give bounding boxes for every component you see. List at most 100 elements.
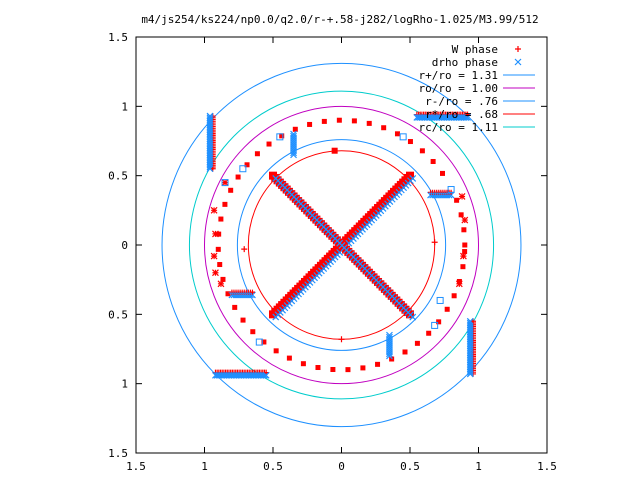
y-tick-label: 0 bbox=[121, 239, 128, 252]
circle-ro-1-11 bbox=[188, 90, 495, 400]
w-phase-point bbox=[215, 246, 221, 252]
x-tick-label: 1.5 bbox=[126, 460, 146, 473]
w-phase-point bbox=[460, 264, 466, 270]
w-phase-point bbox=[315, 365, 321, 371]
drho-phase-point bbox=[206, 165, 214, 173]
w-phase-point bbox=[300, 361, 306, 367]
drho-phase-point bbox=[399, 133, 407, 141]
drho-phase-point bbox=[262, 371, 270, 379]
w-phase-point bbox=[454, 197, 460, 203]
drho-phase-point bbox=[461, 216, 469, 224]
drho-phase-point bbox=[409, 313, 417, 321]
x-tick-label: 0.5 bbox=[263, 460, 283, 473]
w-phase-point bbox=[240, 317, 246, 323]
w-phase-point bbox=[394, 131, 400, 137]
legend-marker bbox=[514, 58, 522, 66]
w-phase-point bbox=[436, 319, 442, 325]
w-phase-point bbox=[414, 340, 420, 346]
w-phase-point bbox=[375, 361, 381, 367]
w-phase-point bbox=[462, 249, 468, 255]
w-phase-point bbox=[331, 147, 338, 154]
drho-phase-point bbox=[221, 179, 229, 187]
drho-phase-point bbox=[249, 291, 256, 299]
w-phase-point bbox=[419, 148, 425, 154]
data-points bbox=[206, 111, 477, 379]
drho-phase-point bbox=[458, 193, 466, 200]
drho-phase-point bbox=[239, 165, 247, 173]
axis-ticks: 1.5 1 0.5 0 0.5 1 1.51.510.500.511.5 bbox=[108, 31, 557, 473]
drho-phase-point bbox=[447, 191, 455, 199]
drho-phase-point bbox=[436, 296, 444, 304]
drho-phase-point bbox=[464, 114, 471, 121]
w-phase-point bbox=[292, 126, 298, 132]
drho-phase-point bbox=[217, 280, 225, 288]
w-phase-point bbox=[286, 355, 292, 361]
drho-phase-point bbox=[460, 252, 467, 260]
w-phase-point bbox=[241, 246, 248, 253]
drho-phase-point bbox=[409, 175, 417, 182]
w-phase-point bbox=[266, 141, 272, 147]
w-phase-point bbox=[254, 151, 260, 157]
w-phase-point bbox=[440, 170, 446, 176]
legend-label: r*/ro = .68 bbox=[425, 108, 498, 121]
w-phase-point bbox=[462, 242, 468, 248]
w-phase-point bbox=[338, 336, 345, 343]
drho-phase-point bbox=[290, 149, 297, 157]
legend-label: r+/ro = 1.31 bbox=[419, 69, 498, 82]
y-tick-label: 1.5 bbox=[108, 447, 128, 460]
legend-label: r-/ro = .76 bbox=[425, 95, 498, 108]
w-phase-point bbox=[279, 133, 285, 139]
y-tick-label: 0.5 bbox=[108, 308, 128, 321]
w-phase-point bbox=[458, 212, 464, 218]
drho-phase-point bbox=[212, 230, 219, 238]
legend-marker bbox=[515, 46, 521, 52]
w-phase-point bbox=[430, 158, 436, 164]
circle-ro-1 bbox=[204, 105, 479, 385]
legend-label: rc/ro = 1.11 bbox=[419, 121, 498, 134]
drho-phase-point bbox=[466, 317, 474, 325]
chart-title: m4/js254/ks224/np0.0/q2.0/r-+.58-j282/lo… bbox=[141, 13, 538, 26]
drho-phase-point bbox=[386, 333, 393, 341]
w-phase-point bbox=[366, 120, 372, 126]
y-tick-label: 1 bbox=[121, 378, 128, 391]
legend-label: ro/ro = 1.00 bbox=[419, 82, 498, 95]
legend-label: drho phase bbox=[432, 56, 498, 69]
legend-label: W phase bbox=[452, 43, 498, 56]
drho-phase-point bbox=[210, 252, 218, 260]
w-phase-point bbox=[222, 201, 228, 207]
w-phase-point bbox=[249, 289, 255, 295]
drho-phase-point bbox=[455, 280, 463, 288]
w-phase-point bbox=[351, 118, 357, 124]
reference-circles bbox=[161, 62, 522, 428]
w-phase-point bbox=[345, 367, 351, 373]
drho-phase-point bbox=[386, 331, 393, 339]
w-phase-point bbox=[444, 306, 450, 312]
w-phase-point bbox=[402, 349, 408, 355]
w-phase-point bbox=[330, 366, 336, 372]
x-tick-label: 1 bbox=[201, 460, 208, 473]
w-phase-point bbox=[220, 276, 226, 282]
w-phase-point bbox=[307, 121, 313, 127]
w-phase-point bbox=[228, 187, 234, 193]
w-phase-point bbox=[381, 125, 387, 131]
drho-phase-point bbox=[447, 186, 455, 194]
circle-ro-1-31 bbox=[161, 62, 522, 428]
w-phase-point bbox=[389, 356, 395, 362]
x-tick-label: 1.5 bbox=[537, 460, 557, 473]
drho-phase-point bbox=[290, 151, 297, 159]
w-phase-point bbox=[273, 348, 279, 354]
w-phase-point bbox=[407, 139, 413, 145]
w-phase-point bbox=[261, 339, 267, 345]
w-phase-point bbox=[218, 216, 224, 222]
w-phase-point bbox=[451, 293, 457, 299]
x-tick-label: 0.5 bbox=[400, 460, 420, 473]
w-phase-point bbox=[216, 231, 222, 237]
w-phase-point bbox=[244, 162, 250, 168]
w-phase-point bbox=[321, 118, 327, 124]
y-tick-label: 0.5 bbox=[108, 170, 128, 183]
w-phase-point bbox=[461, 227, 467, 233]
circle-ro-0-76 bbox=[236, 139, 447, 351]
drho-phase-point bbox=[221, 179, 229, 187]
